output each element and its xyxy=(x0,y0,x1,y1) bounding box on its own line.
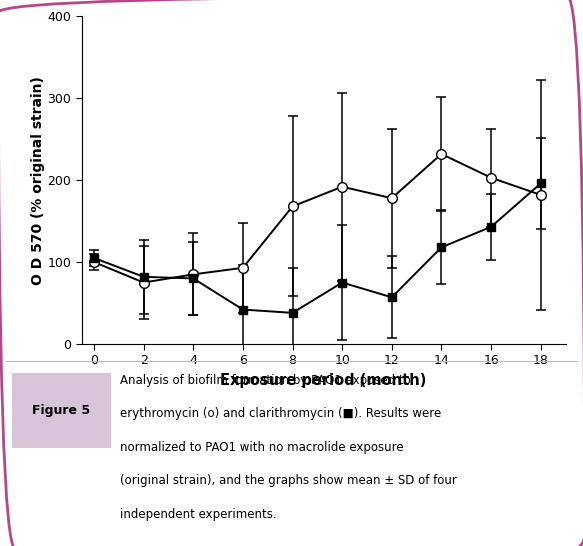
Text: (original strain), and the graphs show mean ± SD of four: (original strain), and the graphs show m… xyxy=(120,474,456,488)
Text: normalized to PAO1 with no macrolide exposure: normalized to PAO1 with no macrolide exp… xyxy=(120,441,403,454)
FancyBboxPatch shape xyxy=(12,373,111,448)
Y-axis label: O D 570 (% original strain): O D 570 (% original strain) xyxy=(30,76,44,284)
X-axis label: Exposure period (month): Exposure period (month) xyxy=(220,373,427,388)
Text: Figure 5: Figure 5 xyxy=(32,404,90,417)
Text: erythromycin (o) and clarithromycin (■). Results were: erythromycin (o) and clarithromycin (■).… xyxy=(120,407,441,420)
Text: independent experiments.: independent experiments. xyxy=(120,508,276,521)
Text: Analysis of biofilm formation by PAO1 exposed to: Analysis of biofilm formation by PAO1 ex… xyxy=(120,374,410,387)
